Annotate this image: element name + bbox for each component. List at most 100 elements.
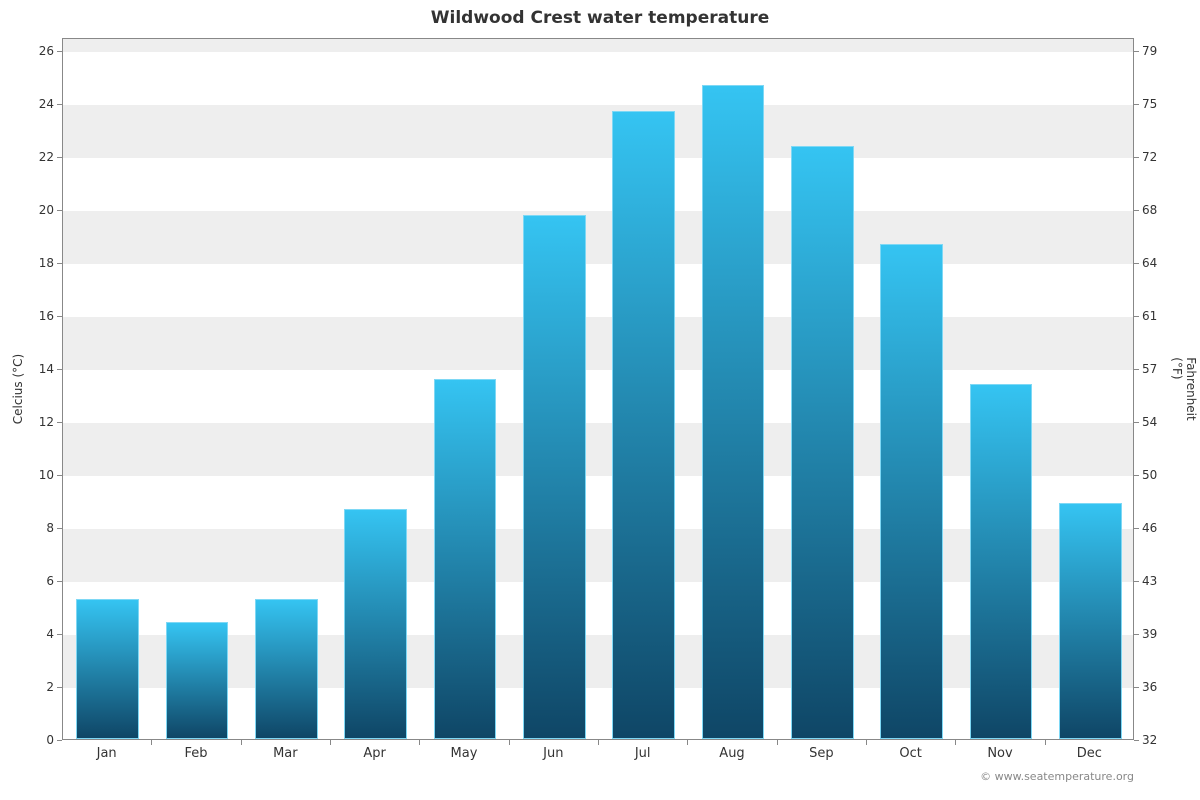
y-left-axis-label: Celcius (°C)	[11, 354, 25, 424]
x-tick-mark	[1045, 740, 1046, 745]
y-left-tick-mark	[57, 210, 62, 211]
y-right-tick-label: 36	[1142, 680, 1157, 694]
x-tick-label: Jul	[635, 746, 651, 761]
y-left-tick-label: 18	[39, 256, 54, 270]
bar-jul	[612, 111, 675, 739]
plot-area	[62, 38, 1134, 740]
x-tick-mark	[241, 740, 242, 745]
x-tick-label: Feb	[184, 746, 207, 761]
x-tick-label: Jun	[543, 746, 563, 761]
y-right-tick-label: 54	[1142, 415, 1157, 429]
bar-may	[434, 379, 497, 739]
y-right-tick-mark	[1134, 687, 1139, 688]
x-tick-mark	[330, 740, 331, 745]
y-left-tick-label: 16	[39, 309, 54, 323]
y-right-tick-mark	[1134, 528, 1139, 529]
y-left-tick-mark	[57, 369, 62, 370]
y-left-tick-mark	[57, 104, 62, 105]
x-tick-label: Nov	[987, 746, 1012, 761]
bar-dec	[1059, 503, 1122, 739]
x-tick-mark	[687, 740, 688, 745]
y-left-tick-mark	[57, 316, 62, 317]
bar-jan	[76, 599, 139, 739]
x-tick-mark	[509, 740, 510, 745]
y-right-tick-label: 57	[1142, 362, 1157, 376]
y-left-tick-mark	[57, 157, 62, 158]
x-tick-mark	[866, 740, 867, 745]
grid-band	[63, 39, 1133, 52]
y-right-tick-label: 50	[1142, 468, 1157, 482]
y-left-tick-mark	[57, 634, 62, 635]
y-left-tick-label: 10	[39, 468, 54, 482]
y-left-tick-label: 4	[46, 627, 54, 641]
chart-title: Wildwood Crest water temperature	[0, 8, 1200, 28]
y-right-tick-label: 75	[1142, 97, 1157, 111]
x-tick-mark	[955, 740, 956, 745]
y-right-tick-mark	[1134, 104, 1139, 105]
x-tick-label: Mar	[273, 746, 298, 761]
y-left-tick-label: 22	[39, 150, 54, 164]
y-left-tick-label: 6	[46, 574, 54, 588]
y-right-tick-mark	[1134, 581, 1139, 582]
bar-apr	[344, 509, 407, 739]
y-left-tick-label: 12	[39, 415, 54, 429]
y-left-tick-label: 24	[39, 97, 54, 111]
x-tick-mark	[151, 740, 152, 745]
bar-mar	[255, 599, 318, 739]
x-tick-label: Apr	[363, 746, 386, 761]
x-tick-label: Jan	[97, 746, 117, 761]
y-left-tick-label: 14	[39, 362, 54, 376]
y-right-tick-label: 68	[1142, 203, 1157, 217]
x-tick-label: Sep	[809, 746, 834, 761]
attribution-text: © www.seatemperature.org	[980, 770, 1134, 783]
bar-oct	[880, 244, 943, 739]
y-right-tick-mark	[1134, 316, 1139, 317]
y-right-tick-label: 39	[1142, 627, 1157, 641]
y-left-tick-mark	[57, 475, 62, 476]
y-right-tick-label: 46	[1142, 521, 1157, 535]
y-right-tick-mark	[1134, 51, 1139, 52]
y-left-tick-label: 8	[46, 521, 54, 535]
y-left-tick-mark	[57, 687, 62, 688]
bar-aug	[702, 85, 765, 739]
x-tick-label: Dec	[1077, 746, 1102, 761]
y-left-tick-label: 2	[46, 680, 54, 694]
y-right-tick-mark	[1134, 740, 1139, 741]
y-right-tick-label: 72	[1142, 150, 1157, 164]
y-right-tick-label: 43	[1142, 574, 1157, 588]
x-tick-mark	[419, 740, 420, 745]
y-right-tick-label: 64	[1142, 256, 1157, 270]
bar-sep	[791, 146, 854, 739]
y-left-tick-mark	[57, 740, 62, 741]
y-left-tick-mark	[57, 263, 62, 264]
y-right-tick-mark	[1134, 210, 1139, 211]
y-right-tick-label: 61	[1142, 309, 1157, 323]
y-right-tick-mark	[1134, 263, 1139, 264]
grid-band	[63, 317, 1133, 370]
y-right-axis-label: Fahrenheit (°F)	[1170, 357, 1198, 420]
y-left-tick-mark	[57, 581, 62, 582]
y-right-tick-mark	[1134, 369, 1139, 370]
y-left-tick-label: 26	[39, 44, 54, 58]
x-tick-label: Aug	[719, 746, 744, 761]
y-left-tick-label: 20	[39, 203, 54, 217]
bar-feb	[166, 622, 229, 739]
y-right-tick-label: 79	[1142, 44, 1157, 58]
y-right-tick-mark	[1134, 475, 1139, 476]
y-left-tick-mark	[57, 528, 62, 529]
x-tick-mark	[777, 740, 778, 745]
y-left-tick-label: 0	[46, 733, 54, 747]
x-tick-label: May	[451, 746, 478, 761]
bar-nov	[970, 384, 1033, 739]
y-right-tick-mark	[1134, 157, 1139, 158]
y-right-tick-label: 32	[1142, 733, 1157, 747]
bar-jun	[523, 215, 586, 740]
y-right-tick-mark	[1134, 634, 1139, 635]
x-tick-label: Oct	[899, 746, 921, 761]
y-left-tick-mark	[57, 51, 62, 52]
grid-band	[63, 105, 1133, 158]
y-right-tick-mark	[1134, 422, 1139, 423]
chart-container: Wildwood Crest water temperature Celcius…	[0, 0, 1200, 800]
y-left-tick-mark	[57, 422, 62, 423]
x-tick-mark	[598, 740, 599, 745]
